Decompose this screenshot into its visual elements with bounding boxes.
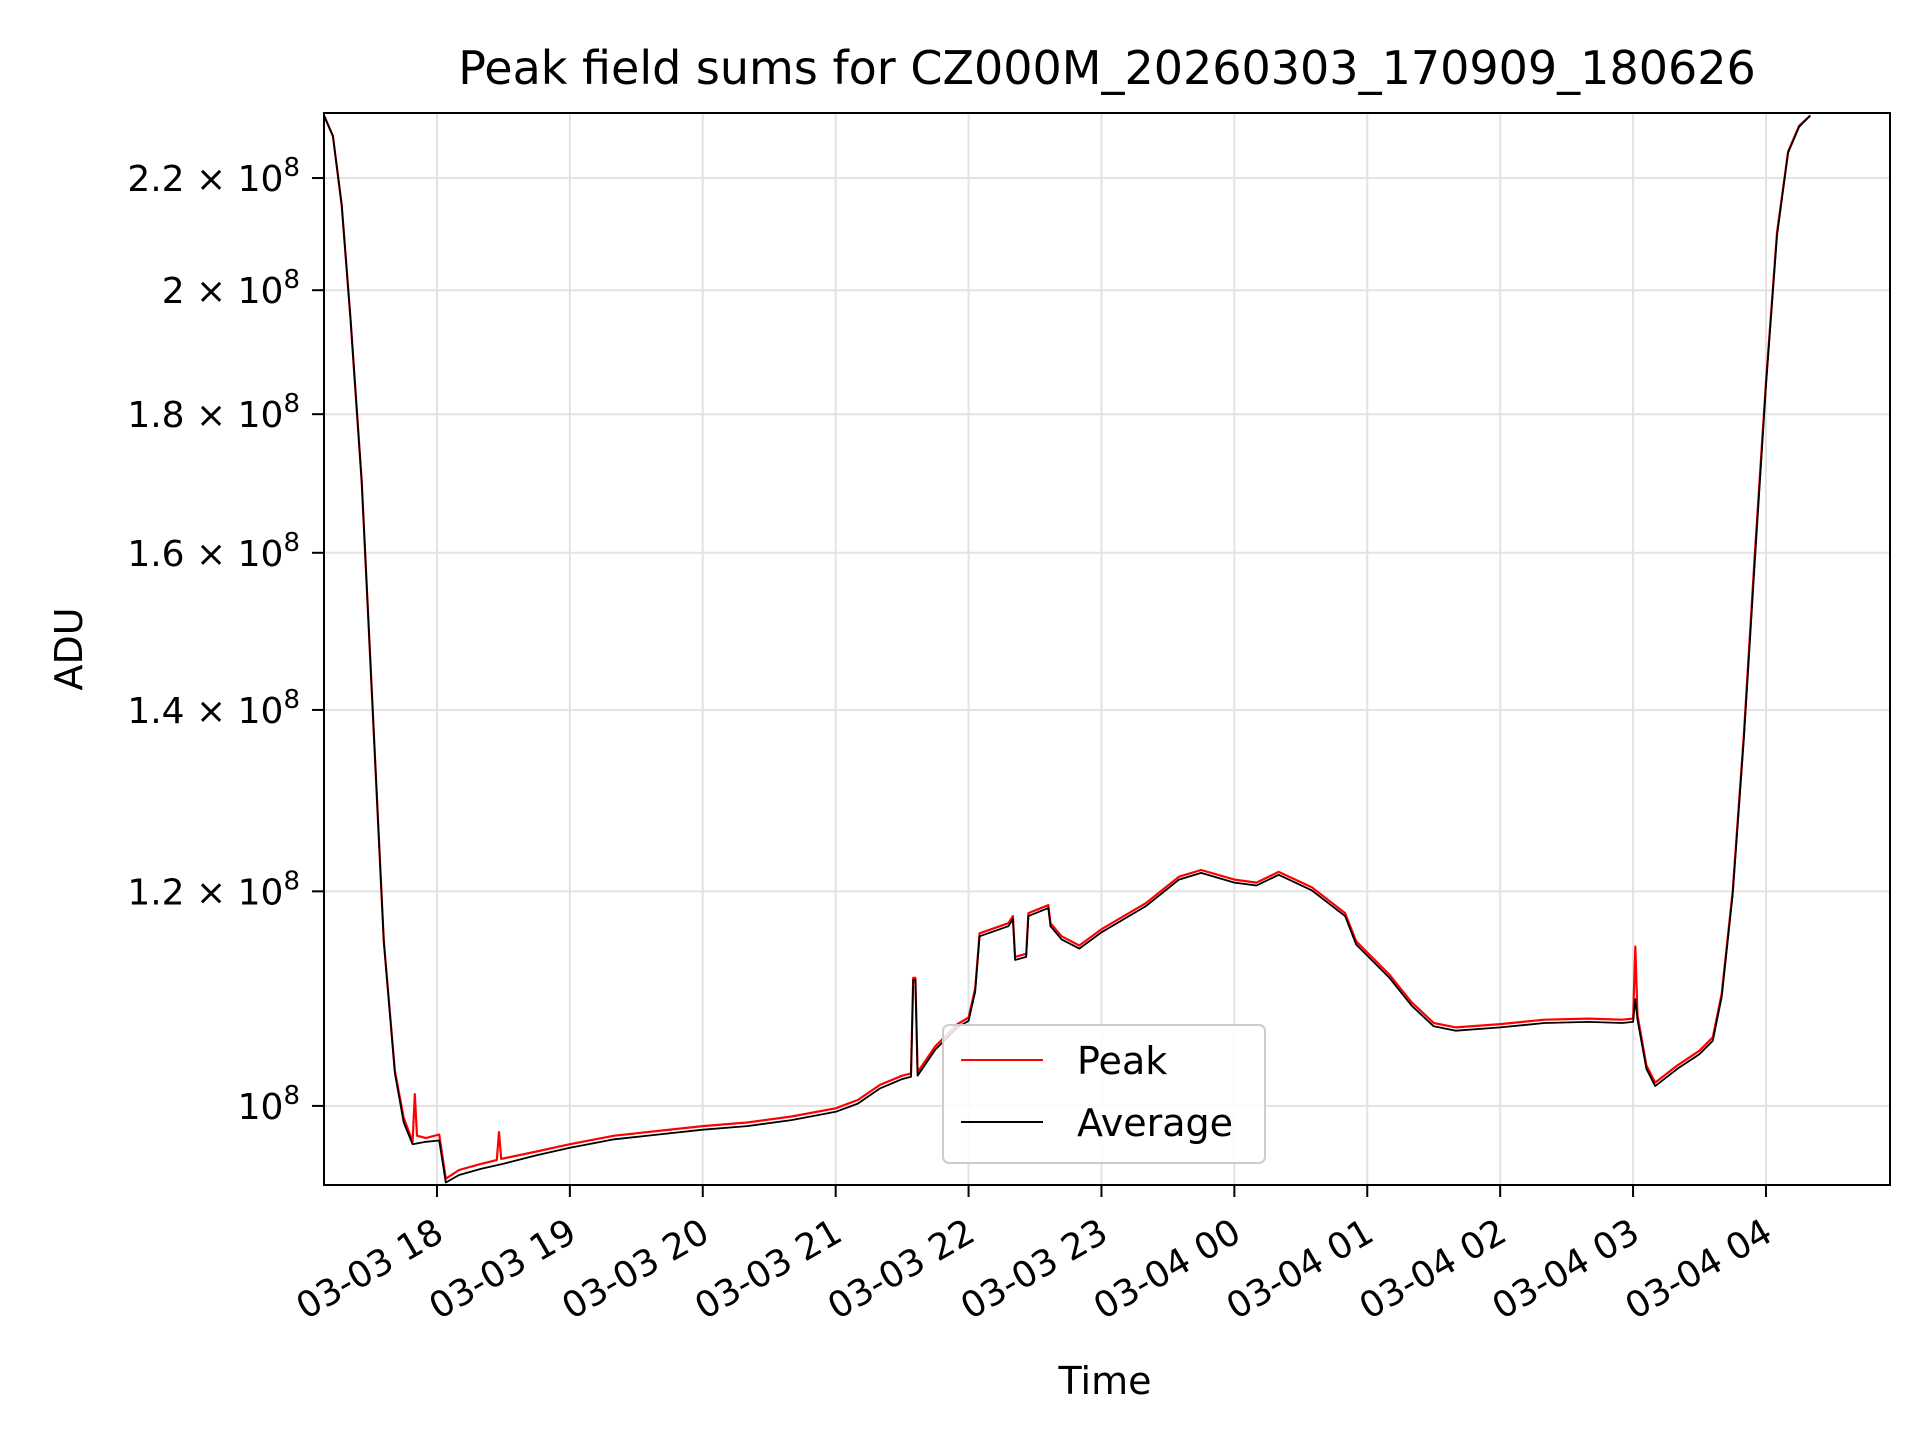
legend-label-peak: Peak [1077,1039,1167,1083]
y-tick-label: 2 × 108 [162,265,300,312]
y-tick-label: 1.4 × 108 [127,685,300,732]
plot-frame [323,112,1891,1186]
x-axis-label: Time [1058,1359,1152,1403]
legend: Peak Average [942,1024,1266,1164]
series-group [322,114,1812,1184]
y-tick-label: 1.6 × 108 [127,528,300,575]
y-tick-label: 2.2 × 108 [127,153,300,200]
legend-label-average: Average [1077,1101,1233,1145]
y-tick-label: 1.2 × 108 [127,866,300,913]
chart-title: Peak field sums for CZ000M_20260303_1709… [458,41,1756,95]
series-line-average [323,114,1811,1184]
y-tick-label: 1.8 × 108 [127,389,300,436]
grid [324,113,1890,1185]
y-axis-label: ADU [47,607,91,690]
